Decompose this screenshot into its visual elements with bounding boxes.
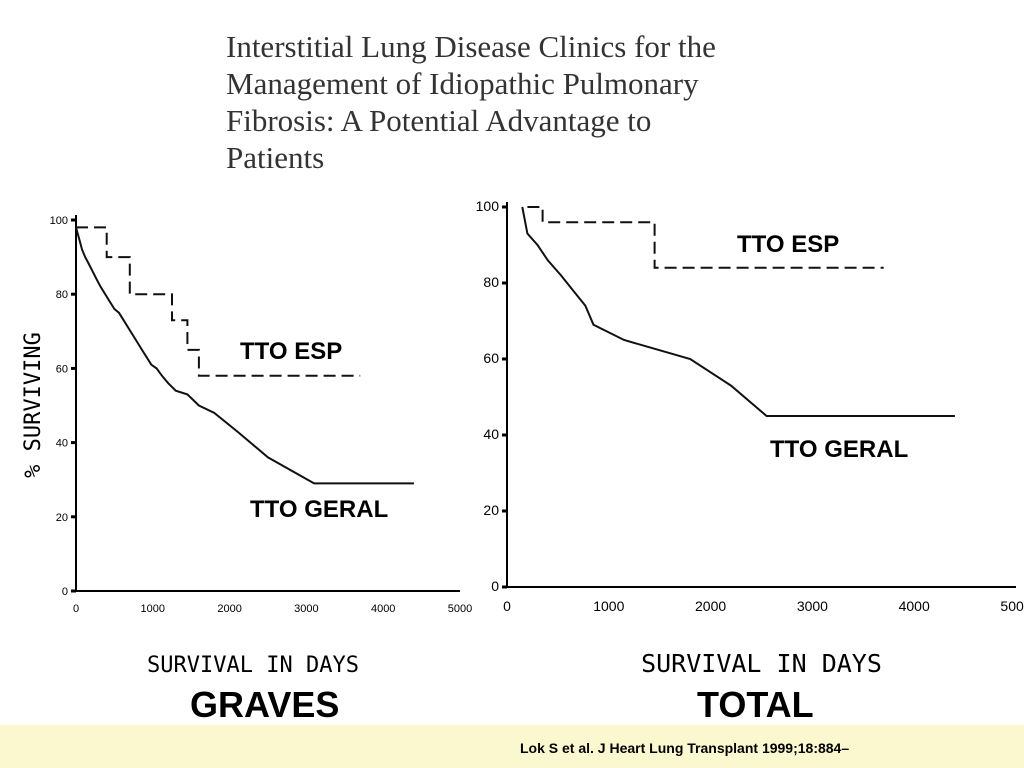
y-tick-label: 0 bbox=[62, 586, 68, 598]
x-tick-label: 2000 bbox=[695, 598, 726, 614]
series-tto-esp bbox=[76, 226, 361, 377]
graves-caption: GRAVES bbox=[190, 684, 340, 725]
y-axis-label: % SURVIVING bbox=[21, 332, 46, 478]
y-tick-label: 0 bbox=[491, 578, 499, 594]
citation: Lok S et al. J Heart Lung Transplant 199… bbox=[520, 740, 850, 756]
y-tick-label: 100 bbox=[50, 215, 68, 227]
x-axis-label: SURVIVAL IN DAYS bbox=[147, 653, 359, 678]
graves-tto-geral-label: TTO GERAL bbox=[250, 496, 389, 523]
x-tick-label: 0 bbox=[503, 598, 511, 614]
y-tick-label: 80 bbox=[56, 289, 68, 301]
x-tick-label: 2000 bbox=[217, 603, 241, 615]
y-tick-label: 60 bbox=[483, 350, 499, 366]
x-tick-label: 3000 bbox=[294, 603, 318, 615]
y-tick-label: 20 bbox=[56, 512, 68, 524]
x-tick-label: 4000 bbox=[371, 603, 395, 615]
total-tto-geral-label: TTO GERAL bbox=[770, 436, 909, 463]
series-tto-geral bbox=[75, 227, 414, 485]
x-tick-label: 1000 bbox=[141, 603, 165, 615]
y-tick-label: 80 bbox=[483, 274, 499, 290]
x-tick-label: 5000 bbox=[448, 603, 472, 615]
x-tick-label: 5000 bbox=[1000, 598, 1024, 614]
y-tick-label: 40 bbox=[56, 438, 68, 450]
total-survival-chart: 020406080100010002000300040005000SURVIVA… bbox=[476, 198, 1024, 678]
total-tto-esp-label: TTO ESP bbox=[737, 231, 840, 258]
series-tto-esp bbox=[527, 206, 884, 269]
y-tick-label: 100 bbox=[476, 198, 500, 214]
footer-bar bbox=[0, 725, 1024, 768]
x-tick-label: 3000 bbox=[797, 598, 828, 614]
x-axis-label: SURVIVAL IN DAYS bbox=[641, 649, 882, 678]
x-tick-label: 4000 bbox=[899, 598, 930, 614]
series-tto-geral bbox=[521, 206, 955, 417]
y-tick-label: 40 bbox=[483, 426, 499, 442]
slide-title: Interstitial Lung Disease Clinics for th… bbox=[226, 29, 716, 175]
x-tick-label: 1000 bbox=[593, 598, 624, 614]
y-tick-label: 20 bbox=[483, 502, 499, 518]
graves-tto-esp-label: TTO ESP bbox=[240, 338, 343, 365]
total-caption: TOTAL bbox=[697, 684, 814, 725]
y-tick-label: 60 bbox=[56, 363, 68, 375]
x-tick-label: 0 bbox=[73, 603, 79, 615]
